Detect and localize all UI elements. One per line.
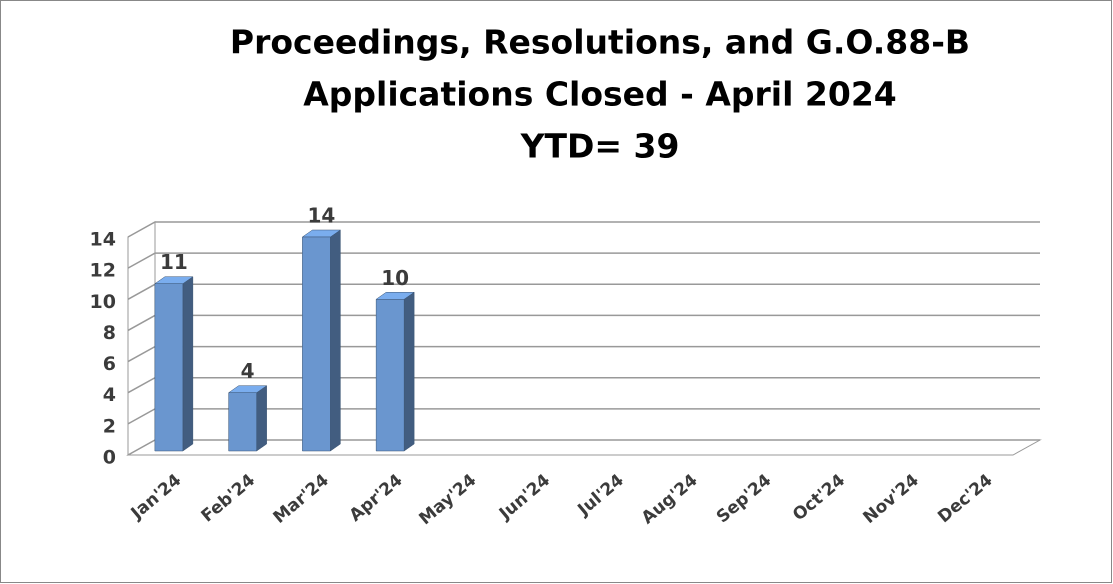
y-tick-label: 8 [103, 322, 116, 344]
bar-face [154, 283, 184, 452]
bar-face [182, 276, 194, 452]
y-tick-label: 0 [103, 447, 116, 469]
grid-line [127, 252, 1040, 269]
chart-title: Proceedings, Resolutions, and G.O.88-B [230, 23, 970, 62]
y-tick-label: 14 [90, 229, 116, 251]
bar-face [375, 299, 405, 452]
y-tick-label: 2 [103, 415, 116, 437]
bar-face [228, 392, 257, 452]
y-tick-label: 10 [90, 291, 116, 313]
bar-face [403, 291, 415, 452]
chart-title: Applications Closed - April 2024 [303, 75, 897, 114]
bar [375, 291, 415, 452]
bar-face [330, 229, 341, 452]
y-tick-label: 6 [103, 353, 116, 375]
data-label: 11 [160, 250, 188, 274]
y-tick-label: 4 [103, 384, 116, 406]
data-label: 10 [381, 266, 409, 290]
bar [154, 276, 194, 452]
bar [227, 385, 268, 452]
data-label: 14 [307, 204, 335, 228]
bar-face [302, 236, 331, 452]
bar [301, 229, 342, 452]
chart-title: YTD= 39 [520, 127, 680, 166]
grid-line [127, 221, 1040, 238]
data-label: 4 [241, 359, 255, 383]
y-tick-label: 12 [90, 260, 116, 282]
bar-face [256, 385, 267, 452]
